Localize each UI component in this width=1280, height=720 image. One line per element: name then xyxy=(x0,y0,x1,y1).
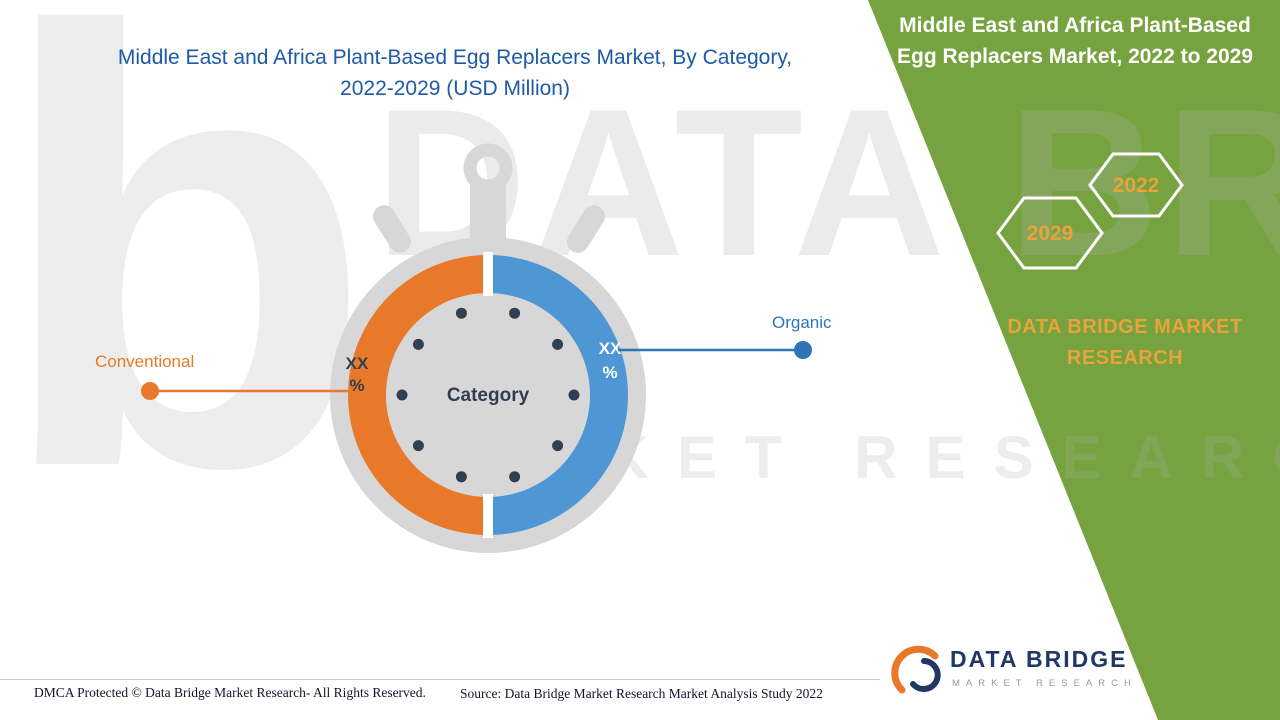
organic-value-line2: % xyxy=(602,363,617,382)
hexagon-year-2029: 2029 xyxy=(1027,222,1074,245)
donut-gap-bottom xyxy=(483,494,493,538)
legend-conventional: Conventional xyxy=(95,352,195,371)
right-panel-title: Middle East and Africa Plant-Based Egg R… xyxy=(878,10,1272,72)
organic-leader-dot xyxy=(794,341,812,359)
right-panel-title-line2: Egg Replacers Market, 2022 to 2029 xyxy=(896,45,1253,68)
year-hexagons: 2029 2022 xyxy=(996,152,1184,270)
donut-center-label: Category xyxy=(447,385,530,406)
databridge-logo: DATA BRIDGE MARKET RESEARCH xyxy=(888,634,1131,700)
hexagon-2029-icon xyxy=(996,196,1104,270)
watermark-b-letter: b xyxy=(0,0,374,596)
hexagon-year-2022: 2022 xyxy=(1113,174,1160,197)
chart-title-line1: Middle East and Africa Plant-Based Egg R… xyxy=(117,46,793,69)
source-note: Source: Data Bridge Market Research Mark… xyxy=(460,686,823,701)
legend-organic: Organic xyxy=(772,313,832,332)
logo-subtitle: MARKET RESEARCH xyxy=(952,678,1137,689)
logo-title: DATA BRIDGE xyxy=(950,646,1128,672)
brand-text: DATA BRIDGE MARKET RESEARCH xyxy=(1007,316,1243,369)
footer-divider xyxy=(0,679,880,680)
databridge-logo-icon xyxy=(891,645,941,694)
chart-title-line2: 2022-2029 (USD Million) xyxy=(340,77,570,100)
chart-title: Middle East and Africa Plant-Based Egg R… xyxy=(40,42,870,104)
watermark-market-research-text: MARKET RESEARCH xyxy=(385,424,1280,491)
organic-value-line1: XX xyxy=(599,339,622,358)
right-panel-title-line1: Middle East and Africa Plant-Based xyxy=(899,14,1251,37)
dmca-notice: DMCA Protected © Data Bridge Market Rese… xyxy=(34,685,426,700)
hexagon-2022-icon xyxy=(1088,152,1184,218)
